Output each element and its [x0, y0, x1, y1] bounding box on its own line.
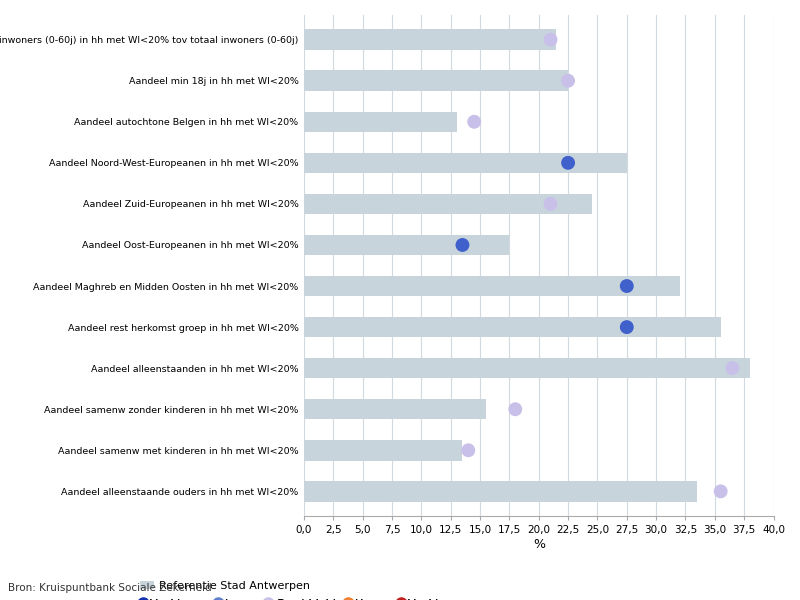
Point [726, 364, 739, 373]
Point [544, 35, 557, 44]
Bar [304, 29, 556, 50]
Legend: Veel lager, Lager, Gemiddeld, Hoger, Veel hoger: Veel lager, Lager, Gemiddeld, Hoger, Vee… [136, 594, 472, 600]
Bar [304, 276, 680, 296]
Bar [304, 194, 591, 214]
Bar [304, 399, 486, 419]
Point [714, 487, 727, 496]
Point [620, 281, 633, 291]
Bar [304, 358, 750, 379]
Bar [304, 112, 457, 132]
Bar [304, 70, 568, 91]
Bar [304, 235, 510, 255]
Text: Bron: Kruispuntbank Sociale Zekerheid: Bron: Kruispuntbank Sociale Zekerheid [8, 583, 212, 593]
Point [562, 158, 574, 167]
Point [562, 76, 574, 86]
Point [462, 445, 474, 455]
Point [544, 199, 557, 209]
Point [620, 322, 633, 332]
Point [456, 240, 469, 250]
Bar [304, 440, 462, 461]
Bar [304, 152, 626, 173]
Bar [304, 317, 721, 337]
Point [509, 404, 522, 414]
X-axis label: %: % [533, 538, 545, 551]
Bar [304, 481, 698, 502]
Point [468, 117, 481, 127]
